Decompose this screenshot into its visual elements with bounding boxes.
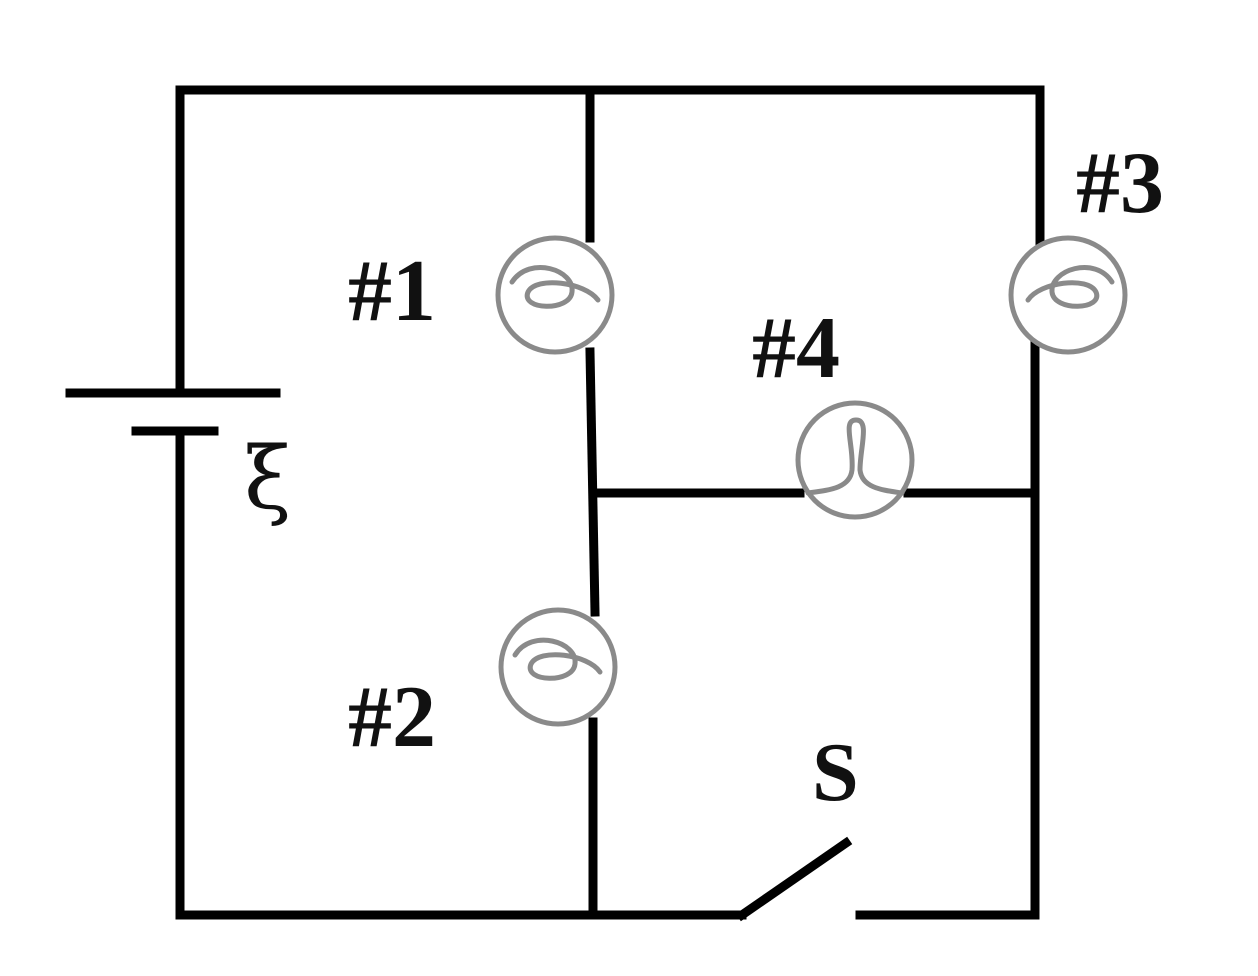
bulb-2-ring (498, 607, 618, 727)
bulb-2: #2 (348, 607, 618, 766)
bulb-2-label: #2 (348, 669, 436, 766)
bulb-3-label: #3 (1076, 135, 1164, 232)
switch: S (735, 726, 859, 922)
switch-blade (735, 836, 853, 922)
wires (175, 85, 1045, 920)
bulb-1-label: #1 (348, 243, 436, 340)
bulb-4: #4 (752, 300, 915, 520)
bulb-1-ring (495, 235, 615, 355)
wire-middle-mid (585, 347, 600, 617)
bulb-2-filament (512, 637, 603, 681)
battery: ξ (65, 388, 291, 529)
battery-label: ξ (244, 429, 291, 529)
bulb-3-filament (1025, 265, 1115, 309)
switch-label: S (812, 726, 859, 819)
bulb-4-filament (805, 417, 905, 496)
bulb-4-label: #4 (752, 300, 840, 397)
bulb-1: #1 (348, 235, 615, 355)
bulb-3-ring (1008, 235, 1128, 355)
bulb-1-filament (509, 265, 601, 309)
bulb-3: #3 (1008, 135, 1164, 355)
